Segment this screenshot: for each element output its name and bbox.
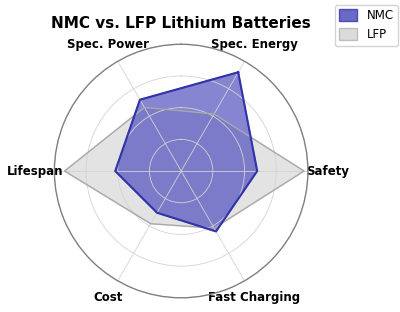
Polygon shape [115, 72, 257, 232]
Legend: NMC, LFP: NMC, LFP [335, 5, 398, 46]
Title: NMC vs. LFP Lithium Batteries: NMC vs. LFP Lithium Batteries [51, 16, 311, 31]
Polygon shape [64, 107, 304, 228]
